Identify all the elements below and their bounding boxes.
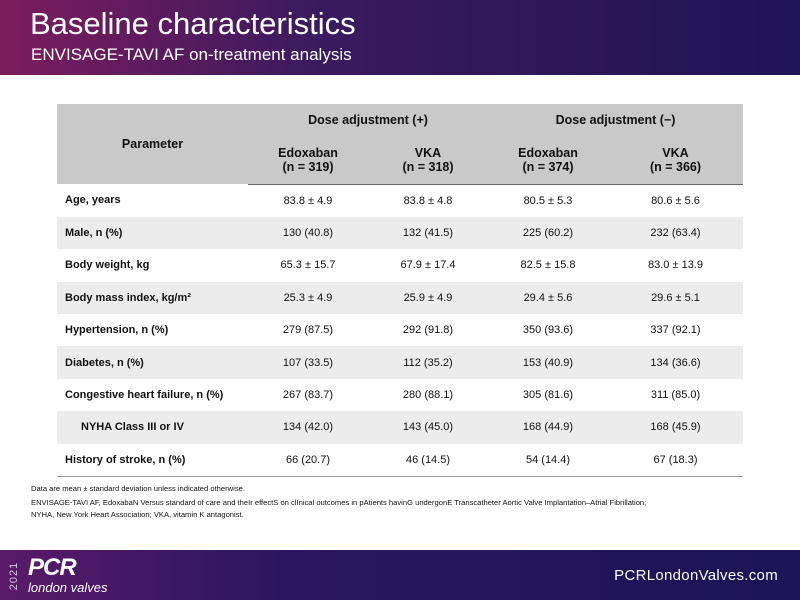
cell: 25.9 ± 4.9 [368,281,488,315]
table-row: History of stroke, n (%) 66 (20.7) 46 (14.… [57,443,743,478]
cell: 67.9 ± 17.4 [400,259,456,272]
cell: 83.0 ± 13.9 [648,259,703,272]
column-header-line: Edoxaban [518,145,578,160]
footnote: ENVISAGE-TAVI AF, EdoxabaN Versus standa… [31,498,647,507]
footer-band: 2021 PCR london valves PCRLondonValves.c… [0,550,800,600]
cell: 168 (44.9) [488,411,608,444]
cell: 267 (83.7) [282,389,334,402]
table-row: Congestive heart failure, n (%) 267 (83.7… [57,379,743,411]
cell: 311 (85.0) [650,389,701,402]
cell: 29.6 ± 5.1 [608,281,743,315]
logo-subtitle: london valves [28,580,108,595]
cell: 82.5 ± 15.8 [520,259,576,272]
website: PCRLondonValves.com [614,567,778,584]
row-label: Hypertension, n (%) [65,324,169,337]
subtitle: ENVISAGE-TAVI AF on-treatment analysis [31,45,352,64]
cell: 83.8 ± 4.9 [283,194,333,207]
column-header-line: (n = 319) [282,159,334,174]
row-label: Age, years [65,194,121,207]
cell: 107 (33.5) [248,346,368,379]
cell: 80.6 ± 5.6 [651,194,700,207]
row-label: Body mass index, kg/m² [57,281,248,315]
cell: 130 (40.8) [248,216,368,250]
parameter-header: Parameter [57,104,248,184]
column-header: Edoxaban (n = 319) [248,136,368,185]
group-header: Dose adjustment (+) [248,104,488,136]
cell: 225 (60.2) [488,216,608,250]
row-label: Body weight, kg [65,259,150,272]
cell: 305 (81.6) [522,389,574,402]
cell: 279 (87.5) [282,324,334,337]
footnotes: Data are mean ± standard deviation unles… [31,483,646,521]
cell: 65.3 ± 15.7 [280,259,336,272]
cell: 143 (45.0) [368,411,488,444]
cell: 280 (88.1) [402,389,454,402]
table-row: NYHA Class III or IV 134 (42.0) 143 (45.0)… [57,411,743,444]
header-row: Parameter Dose adjustment (+) Dose adjustm… [57,104,743,184]
column-header-line: (n = 374) [522,159,574,174]
cell: 54 (14.4) [488,443,608,478]
cell: 66 (20.7) [248,443,368,478]
footnote: NYHA, New York Heart Association; VKA, v… [31,510,244,519]
column-header: VKA (n = 318) [368,136,488,185]
cell: 134 (36.6) [608,346,743,379]
table-row: Hypertension, n (%) 279 (87.5) 292 (91.8) 3… [57,314,743,346]
cell: 350 (93.6) [522,324,574,337]
row-label: History of stroke, n (%) [57,443,248,478]
column-header: VKA (n = 366) [608,136,743,185]
cell: 29.4 ± 5.6 [488,281,608,315]
cell: 232 (63.4) [608,216,743,250]
header-row: Edoxaban (n = 319) VKA (n = 318) Edoxaban (n … [57,136,743,185]
title: Baseline characteristics [30,6,356,41]
cell: 80.5 ± 5.3 [523,194,573,207]
cell: 132 (41.5) [368,216,488,250]
cell: 168 (45.9) [608,411,743,444]
baseline-table: Parameter Dose adjustment (+) Dose adjustm… [57,104,743,478]
cell: 292 (91.8) [402,324,454,337]
cell: 25.3 ± 4.9 [248,281,368,315]
column-header-line: VKA [662,145,689,160]
group-header: Dose adjustment (−) [488,104,743,136]
column-header-line: VKA [414,145,442,160]
table-row: Male, n (%) 130 (40.8) 132 (41.5) 225 (60.2… [57,216,743,250]
column-header-line: (n = 318) [402,159,454,174]
table-row: Diabetes, n (%) 107 (33.5) 112 (35.2) 153 (… [57,346,743,379]
logo: PCR [28,554,77,581]
table-row: Body mass index, kg/m² 25.3 ± 4.9 25.9 ± 4… [57,281,743,315]
cell: 153 (40.9) [488,346,608,379]
year: 2021 [8,561,21,591]
cell: 83.8 ± 4.8 [403,194,453,207]
cell: 134 (42.0) [248,411,368,444]
cell: 112 (35.2) [368,346,488,379]
cell: 337 (92.1) [650,324,701,337]
row-label: Diabetes, n (%) [57,346,248,379]
footnote: Data are mean ± standard deviation unles… [31,484,245,493]
column-header: Edoxaban (n = 374) [488,136,608,185]
column-header-line: (n = 366) [649,159,702,174]
row-label: NYHA Class III or IV [57,411,248,444]
row-label: Congestive heart failure, n (%) [65,389,224,402]
table-row: Age, years 83.8 ± 4.9 83.8 ± 4.8 80.5 ± 5.3… [57,184,743,217]
column-header-line: Edoxaban [278,145,338,160]
table-row: Body weight, kg 65.3 ± 15.7 67.9 ± 17.4 82.… [57,249,743,281]
header-band: Baseline characteristics ENVISAGE-TAVI A… [0,0,800,75]
cell: 67 (18.3) [608,443,743,478]
cell: 46 (14.5) [368,443,488,478]
row-label: Male, n (%) [57,216,248,250]
